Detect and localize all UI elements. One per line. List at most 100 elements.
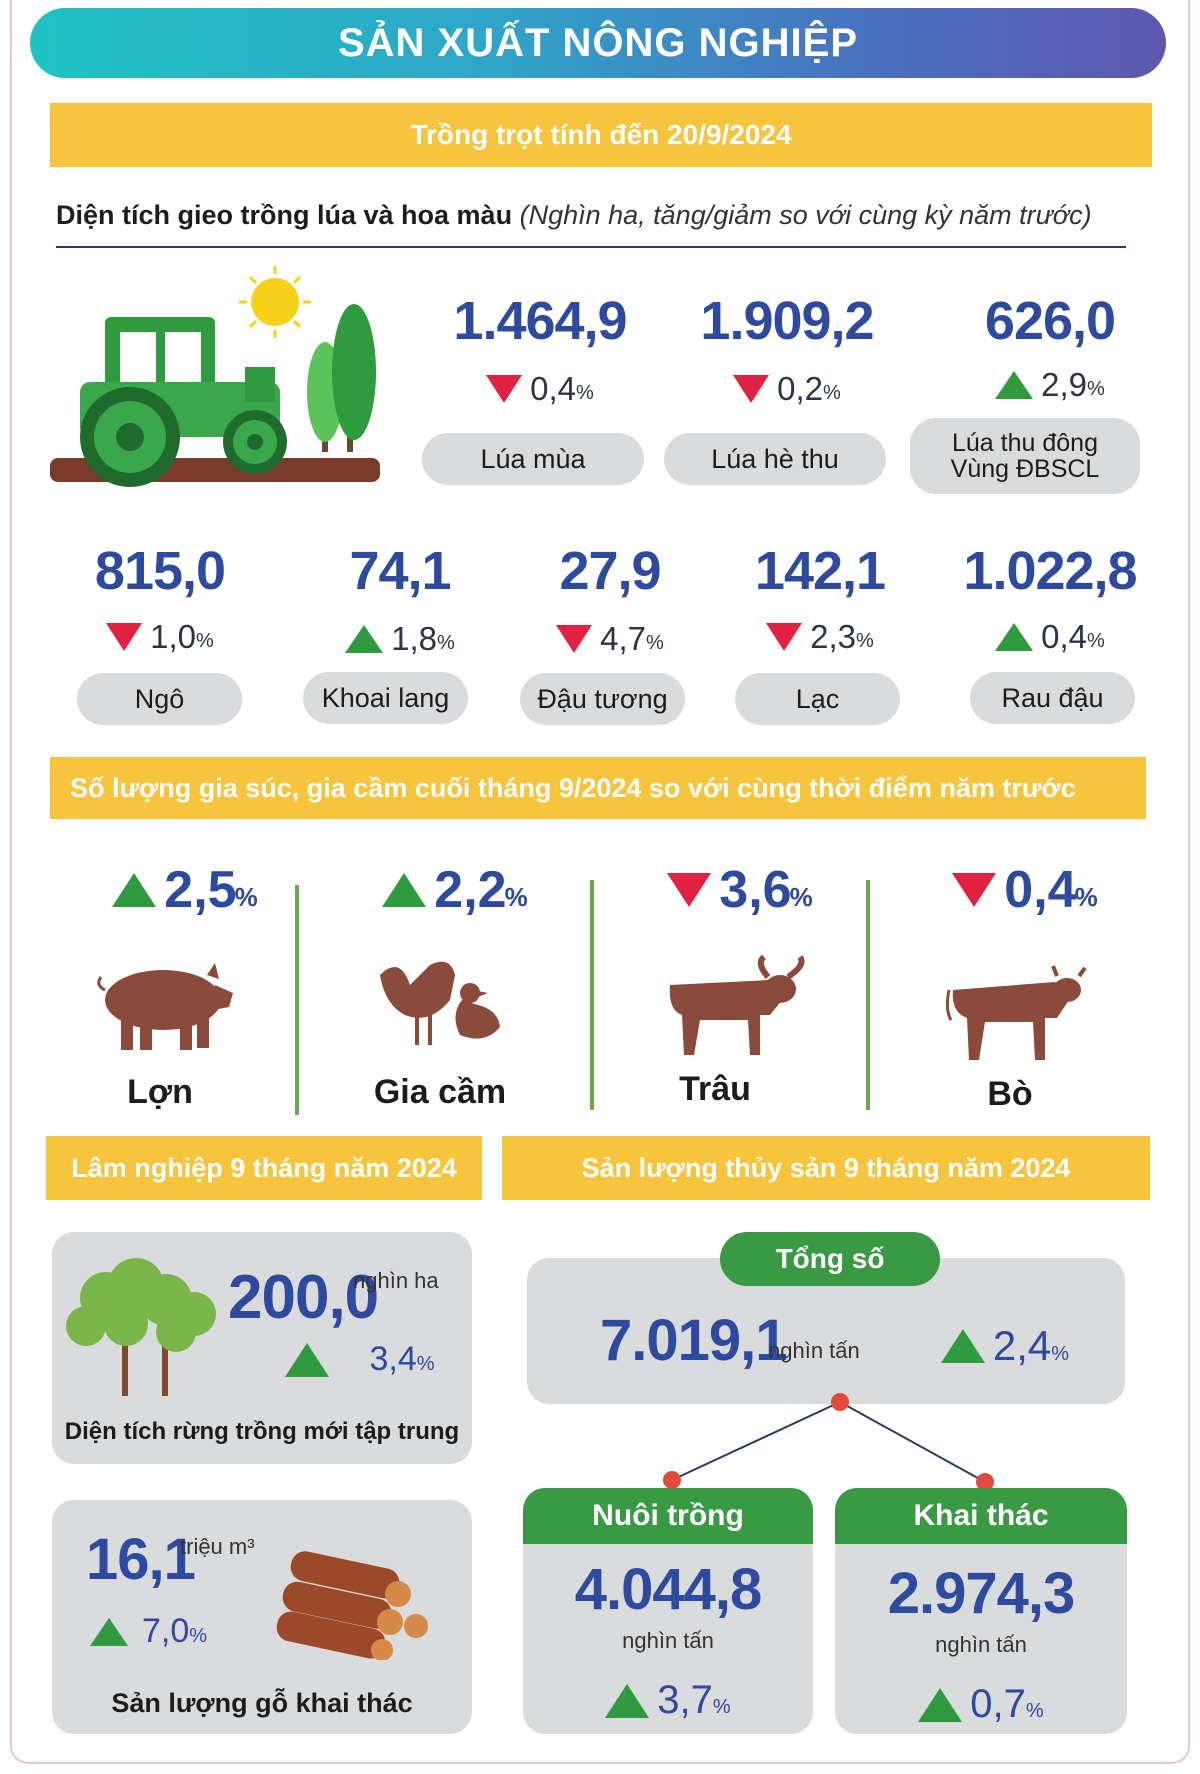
change-value: 0,4 — [530, 370, 577, 407]
pct-sign: % — [1025, 1700, 1044, 1722]
crop-value: 815,0 — [94, 541, 226, 601]
buffalo-icon — [669, 955, 805, 1055]
timber-unit: triệu m³ — [180, 1534, 255, 1559]
change-value: 7,0 — [142, 1612, 190, 1650]
animal-label: Gia cầm — [373, 1073, 507, 1111]
trees-icon — [66, 1258, 216, 1396]
crop-item-khoai-lang: 74,1 — [290, 540, 510, 602]
crop-label-pill: Ngô — [77, 673, 242, 725]
down-triangle-icon — [486, 375, 523, 403]
crop-value: 1.464,9 — [453, 291, 627, 351]
change-value: 4,7 — [600, 620, 647, 657]
pct-sign: % — [504, 881, 528, 912]
change-value: 0,7 — [970, 1682, 1026, 1726]
livestock-change: 0,4% — [950, 860, 1100, 920]
pct-sign: % — [576, 381, 594, 404]
cow-icon — [945, 965, 1087, 1060]
change-value: 2,2 — [434, 861, 507, 919]
farming-label: Nuôi trồng — [523, 1488, 813, 1544]
change-value: 3,4 — [369, 1340, 417, 1378]
fishery-farming-card: Nuôi trồng — [523, 1488, 813, 1734]
crop-item-lua-mua: 1.464,9 — [425, 290, 655, 352]
crop-item-lua-he-thu: 1.909,2 — [672, 290, 902, 352]
crop-item-ngo: 815,0 — [60, 540, 260, 602]
pig-icon — [97, 963, 233, 1050]
crop-value: 142,1 — [754, 541, 886, 601]
crop-change: 1,0% — [60, 618, 260, 656]
pct-sign: % — [856, 629, 874, 652]
up-triangle-icon — [382, 873, 427, 907]
pct-sign: % — [234, 881, 258, 912]
pct-sign: % — [646, 631, 664, 654]
crop-label-pill: Đậu tương — [520, 673, 685, 725]
tractor-icon — [50, 266, 380, 487]
crop-label-pill: Khoai lang — [303, 672, 468, 724]
up-triangle-icon — [995, 623, 1034, 651]
change-value: 2,9 — [1041, 366, 1088, 403]
pct-sign: % — [437, 631, 455, 654]
crop-label-pill: Rau đậu — [970, 672, 1135, 724]
column-divider — [866, 880, 870, 1110]
change-value: 3,6 — [719, 861, 792, 919]
crop-change: 0,2% — [672, 370, 902, 408]
crop-value: 74,1 — [349, 541, 451, 601]
tree-connector — [663, 1393, 994, 1490]
up-triangle-icon — [940, 1329, 985, 1363]
page-title: SẢN XUẤT NÔNG NGHIỆP — [30, 8, 1166, 78]
pct-sign: % — [189, 1625, 208, 1647]
crop-change: 2,3% — [720, 618, 920, 656]
up-triangle-icon — [918, 1687, 963, 1722]
up-triangle-icon — [285, 1342, 330, 1377]
column-divider — [295, 885, 299, 1115]
crop-value: 626,0 — [984, 291, 1116, 351]
down-triangle-icon — [556, 625, 593, 653]
animal-label: Lợn — [127, 1073, 193, 1111]
change-value: 0,4 — [1041, 618, 1088, 655]
forestry-header: Lâm nghiệp 9 tháng năm 2024 — [46, 1136, 482, 1200]
total-value: 7.019,1 — [600, 1308, 788, 1373]
poultry-icon — [380, 961, 500, 1045]
down-triangle-icon — [106, 623, 143, 651]
down-triangle-icon — [733, 375, 770, 403]
down-triangle-icon — [667, 873, 712, 907]
change-value: 2,4 — [992, 1322, 1052, 1369]
change-value: 3,7 — [657, 1678, 713, 1722]
livestock-change: 3,6% — [665, 860, 815, 920]
crop-item-dau-tuong: 27,9 — [505, 540, 715, 602]
column-divider — [590, 880, 594, 1110]
livestock-header: Số lượng gia súc, gia cầm cuối tháng 9/2… — [50, 757, 1146, 819]
timber-label: Sản lượng gỗ khai thác — [111, 1688, 413, 1718]
total-change: 2,4% — [930, 1322, 1080, 1370]
timber-value: 16,1 — [86, 1527, 196, 1592]
crop-change: 1,8% — [290, 620, 510, 658]
change-value: 0,4 — [1004, 861, 1077, 919]
animal-label: Trâu — [679, 1070, 751, 1108]
catching-change: 0,7% — [835, 1682, 1127, 1727]
animal-label: Bò — [987, 1075, 1033, 1113]
planted-value: 200,0 — [228, 1263, 379, 1332]
pct-sign: % — [712, 1696, 731, 1718]
crop-label-line2: Vùng ĐBSCL — [950, 455, 1100, 483]
change-value: 2,3 — [810, 618, 857, 655]
crop-label-pill: Lúa thu đông Vùng ĐBSCL — [910, 418, 1140, 494]
change-value: 1,0 — [150, 618, 197, 655]
crop-label-pill: Lúa hè thu — [664, 433, 886, 485]
crop-change: 2,9% — [935, 366, 1165, 404]
pct-sign: % — [823, 381, 841, 404]
pct-sign: % — [789, 881, 813, 912]
pct-sign: % — [1074, 881, 1098, 912]
total-unit: nghìn tấn — [768, 1338, 860, 1363]
up-triangle-icon — [112, 873, 157, 907]
crop-item-rau-dau: 1.022,8 — [950, 540, 1150, 602]
up-triangle-icon — [345, 625, 384, 653]
crop-change: 0,4% — [425, 370, 655, 408]
down-triangle-icon — [952, 873, 997, 907]
crop-item-lua-thu-dong: 626,0 — [935, 290, 1165, 352]
up-triangle-icon — [605, 1683, 650, 1718]
crop-change: 0,4% — [950, 618, 1150, 656]
planted-label: Diện tích rừng trồng mới tập trung — [64, 1418, 460, 1445]
crop-label-pill: Lạc — [735, 673, 900, 725]
fishery-catching-card: Khai thác — [835, 1488, 1127, 1734]
catching-label: Khai thác — [835, 1488, 1127, 1544]
change-value: 0,2 — [777, 370, 824, 407]
